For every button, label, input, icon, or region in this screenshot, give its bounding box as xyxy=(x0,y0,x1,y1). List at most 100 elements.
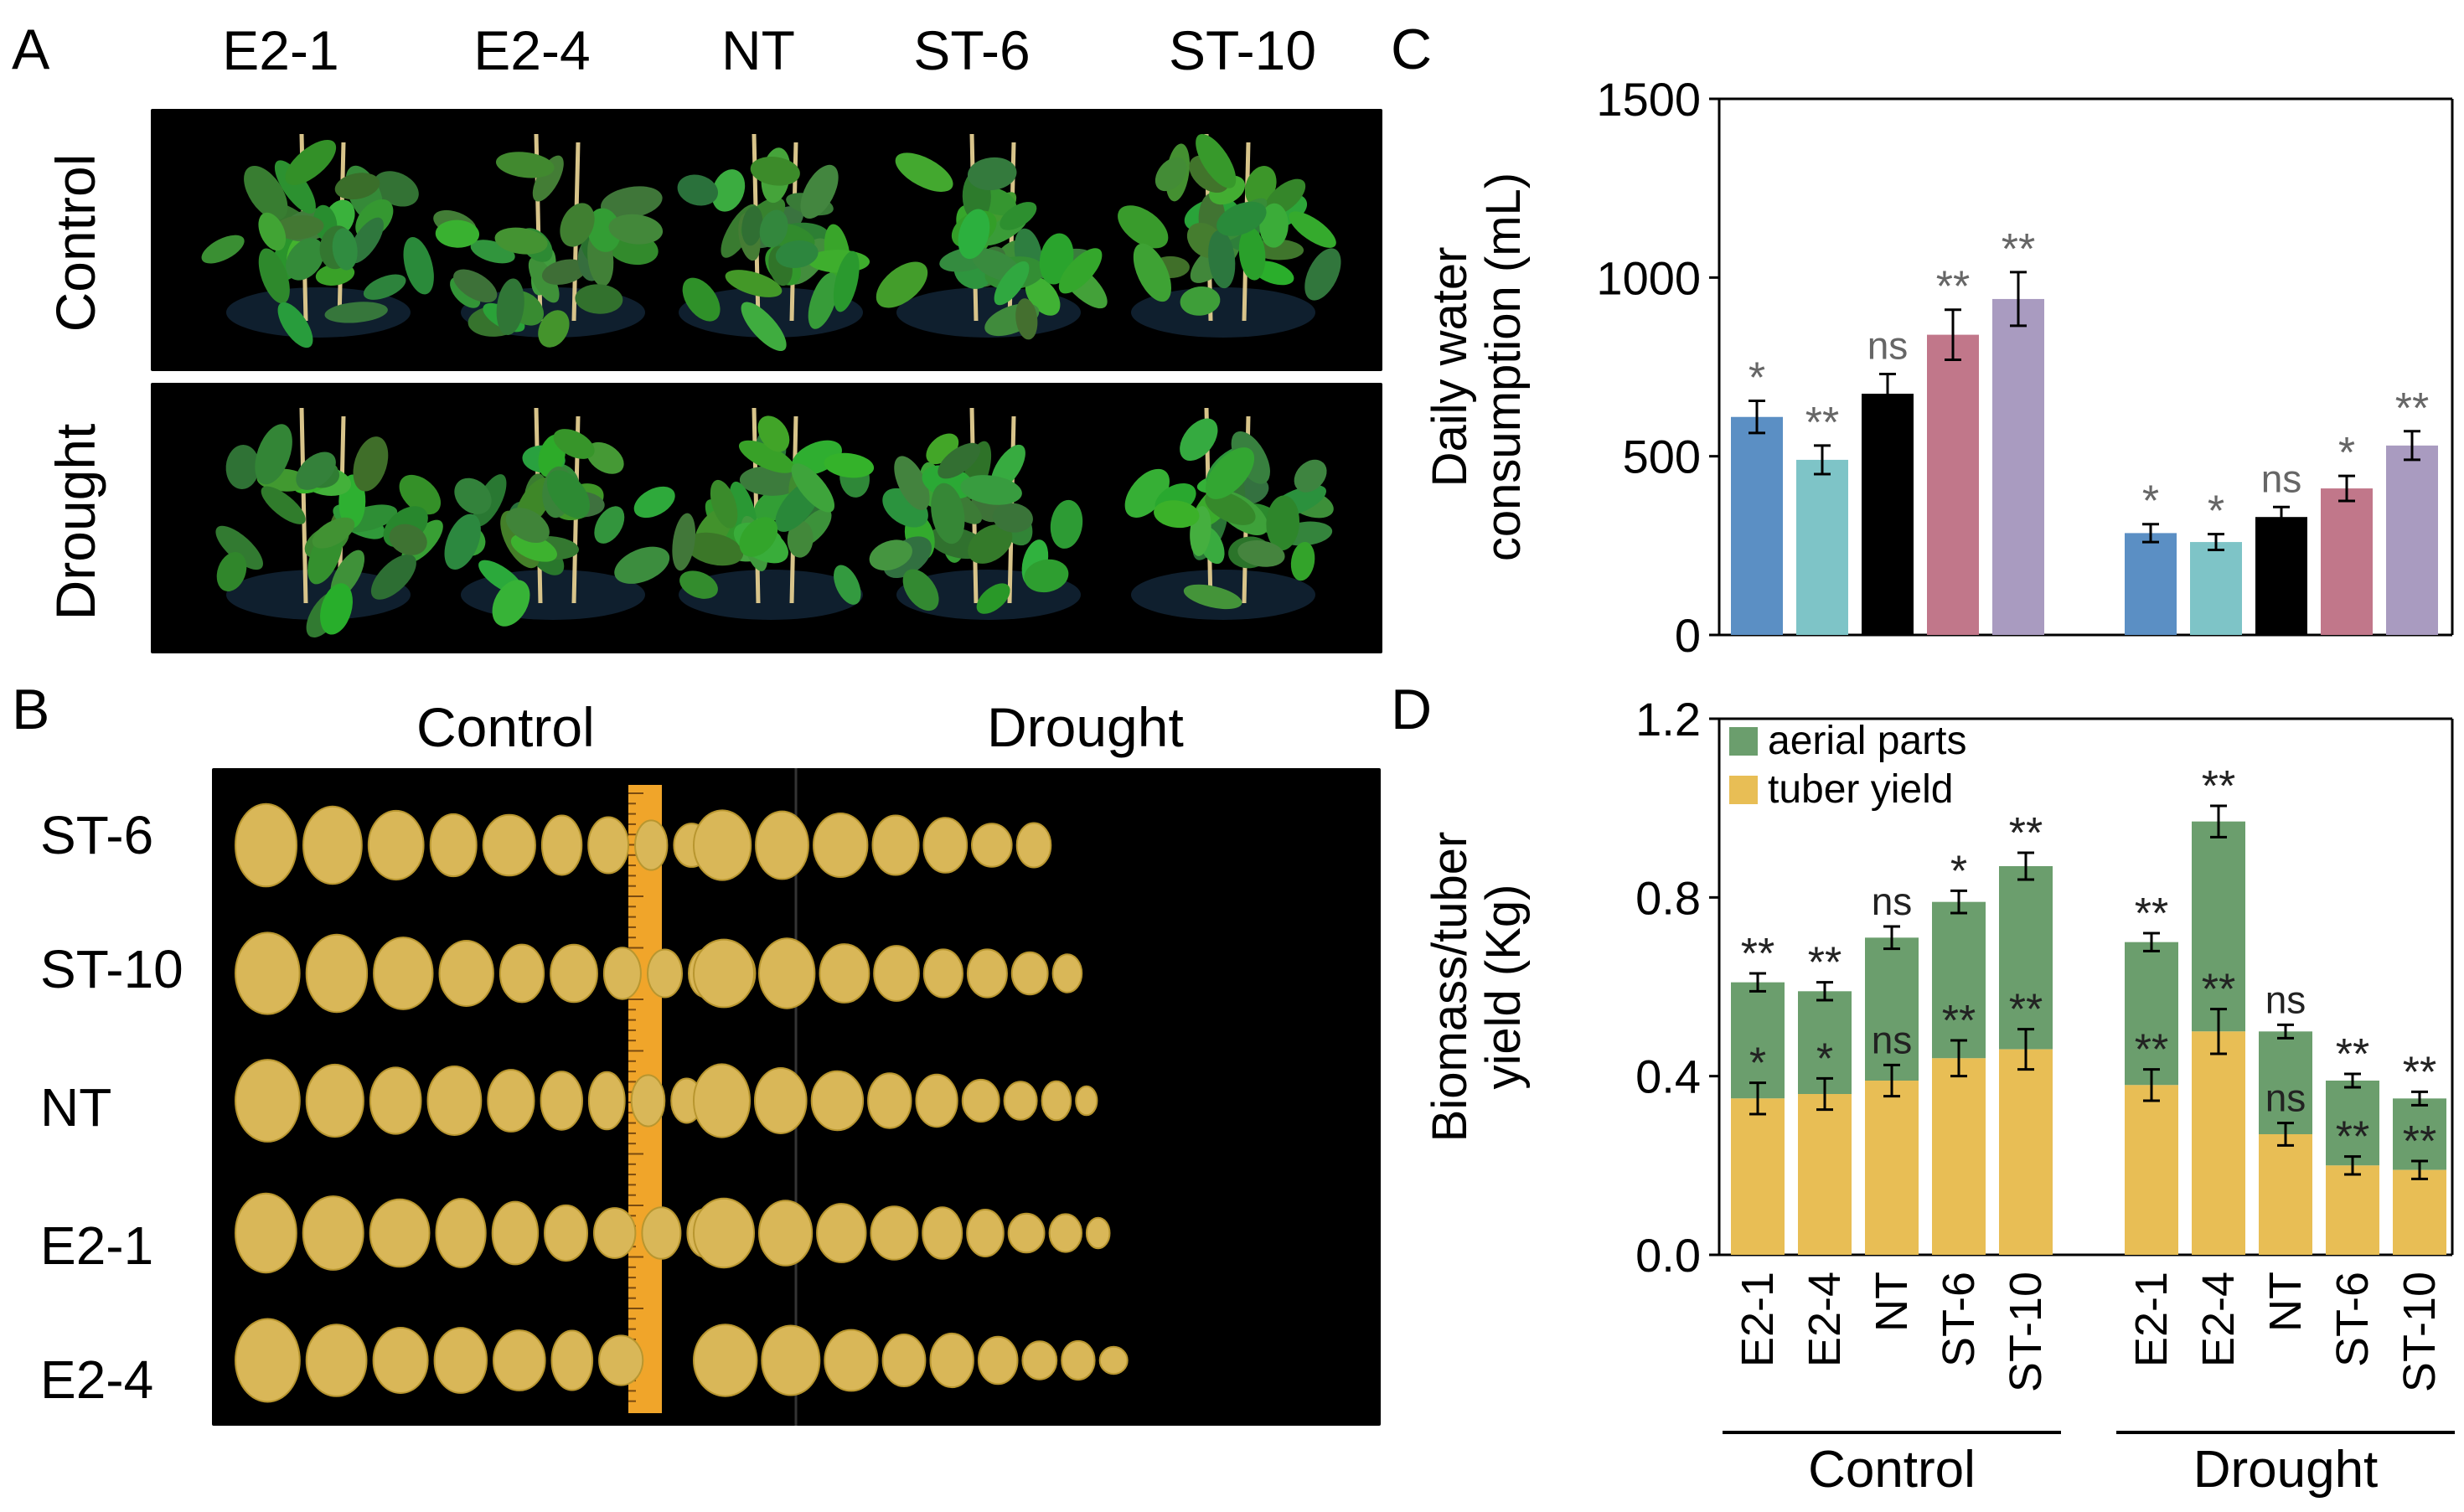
panel-a-letter: A xyxy=(12,18,50,81)
plant-leaf xyxy=(399,474,442,515)
significance-label: * xyxy=(2208,488,2224,536)
plant-photo-control xyxy=(151,109,1382,371)
plant-leaf xyxy=(1290,541,1315,581)
significance-label: * xyxy=(2142,477,2159,526)
plant-leaf xyxy=(496,278,524,335)
plant-leaf xyxy=(808,272,839,329)
tuber xyxy=(550,1329,594,1391)
x-tick-label: E2-1 xyxy=(2126,1272,2177,1367)
plant-leaf xyxy=(1208,230,1236,289)
tuber xyxy=(1010,951,1049,996)
group-label: Drought xyxy=(2193,1441,2379,1499)
plant-leaf xyxy=(1205,491,1256,525)
bar-aerial xyxy=(1932,901,1986,1059)
tuber xyxy=(550,943,598,1004)
plant-leaf xyxy=(677,174,719,206)
plant-leaf xyxy=(787,520,814,558)
tuber xyxy=(693,809,752,881)
group-label: Control xyxy=(1808,1441,1976,1499)
significance-label: ns xyxy=(2265,1076,2306,1120)
plant-leaf xyxy=(958,209,990,260)
tuber xyxy=(1007,1212,1046,1254)
plant-leaf xyxy=(725,270,783,297)
tuber xyxy=(922,948,964,999)
tuber xyxy=(235,802,297,888)
plant-leaf xyxy=(741,302,787,352)
bar-tuber xyxy=(2393,1169,2446,1255)
plant-leaf xyxy=(759,209,788,248)
plant-leaf xyxy=(296,452,336,490)
bar xyxy=(1731,416,1783,635)
plant-leaf xyxy=(1118,205,1169,249)
bar xyxy=(1862,394,1914,635)
plant-leaf xyxy=(363,274,406,300)
tuber xyxy=(634,819,669,871)
bar xyxy=(2321,488,2373,635)
significance-label: ** xyxy=(1942,997,1976,1045)
plant-leaf xyxy=(225,445,260,489)
plant-leaf xyxy=(541,259,586,286)
tuber xyxy=(871,814,920,876)
tuber-photo xyxy=(212,768,1381,1426)
legend-swatch xyxy=(1729,776,1758,804)
plant-leaf xyxy=(834,565,861,605)
bar-aerial xyxy=(1798,991,1852,1094)
plant-leaf xyxy=(902,569,939,612)
plant-leaf xyxy=(505,508,550,544)
plant-leaf xyxy=(775,240,819,269)
plant-leaf xyxy=(546,470,591,519)
bar-aerial xyxy=(2393,1098,2446,1170)
bar xyxy=(1796,459,1848,635)
plant-leaf xyxy=(353,436,389,492)
water-consumption-chart: 0 500 1000 1500 Daily water consumption (mL) *… xyxy=(1423,73,2454,662)
plant-leaf xyxy=(757,415,790,452)
panel-b-row-label: ST-10 xyxy=(40,939,183,999)
tuber-photo-drawing xyxy=(235,768,1129,1426)
legend-swatch xyxy=(1729,727,1758,756)
plant-leaf xyxy=(633,486,675,519)
tuber xyxy=(966,1209,1005,1257)
panel-d-letter: D xyxy=(1391,678,1433,741)
plant-leaf xyxy=(532,155,564,202)
tuber xyxy=(435,1198,487,1268)
plant-leaf xyxy=(976,583,1010,614)
plant xyxy=(433,133,664,348)
tuber xyxy=(647,948,683,999)
y-axis-label: consumption (mL) xyxy=(1476,173,1531,561)
panel-b-row-label: E2-4 xyxy=(40,1349,154,1410)
plant-leaf xyxy=(682,277,721,322)
plant-leaf xyxy=(614,546,670,584)
bar-aerial xyxy=(1865,937,1919,1081)
bar-aerial xyxy=(1999,866,2053,1050)
plant-leaf xyxy=(876,261,928,308)
plant-pot xyxy=(1131,287,1315,338)
bar-tuber xyxy=(2326,1165,2379,1255)
significance-label: ** xyxy=(2009,809,2043,858)
plant-leaf xyxy=(1237,540,1285,567)
tuber xyxy=(758,937,816,1009)
bar-aerial xyxy=(2326,1081,2379,1166)
x-tick-label: ST-6 xyxy=(2327,1272,2378,1367)
significance-label: ** xyxy=(2336,1030,2369,1079)
plant-leaf xyxy=(800,164,839,219)
plant-leaf xyxy=(274,215,324,240)
tuber xyxy=(693,1324,758,1397)
tuber xyxy=(1041,1080,1072,1122)
tuber xyxy=(235,1192,297,1274)
plant-photo-drought-drawing xyxy=(215,407,1334,638)
y-axis-label: Biomass/tuber xyxy=(1423,832,1477,1143)
plant-leaf xyxy=(495,152,555,178)
plant-leaf xyxy=(454,477,492,514)
tuber xyxy=(593,1207,637,1259)
plant-stake xyxy=(299,407,308,604)
significance-label: ** xyxy=(2336,1113,2369,1162)
plant-leaf xyxy=(738,440,795,473)
y-tick-label: 0 xyxy=(1675,609,1701,662)
y-tick-label: 1.2 xyxy=(1635,695,1701,746)
bar-tuber xyxy=(1932,1058,1986,1255)
plant-leaf xyxy=(1294,459,1327,493)
plant-leaf xyxy=(444,513,481,570)
x-tick-label: E2-1 xyxy=(1733,1272,1783,1367)
plant-leaf xyxy=(258,248,290,304)
plant-leaf xyxy=(685,532,744,566)
